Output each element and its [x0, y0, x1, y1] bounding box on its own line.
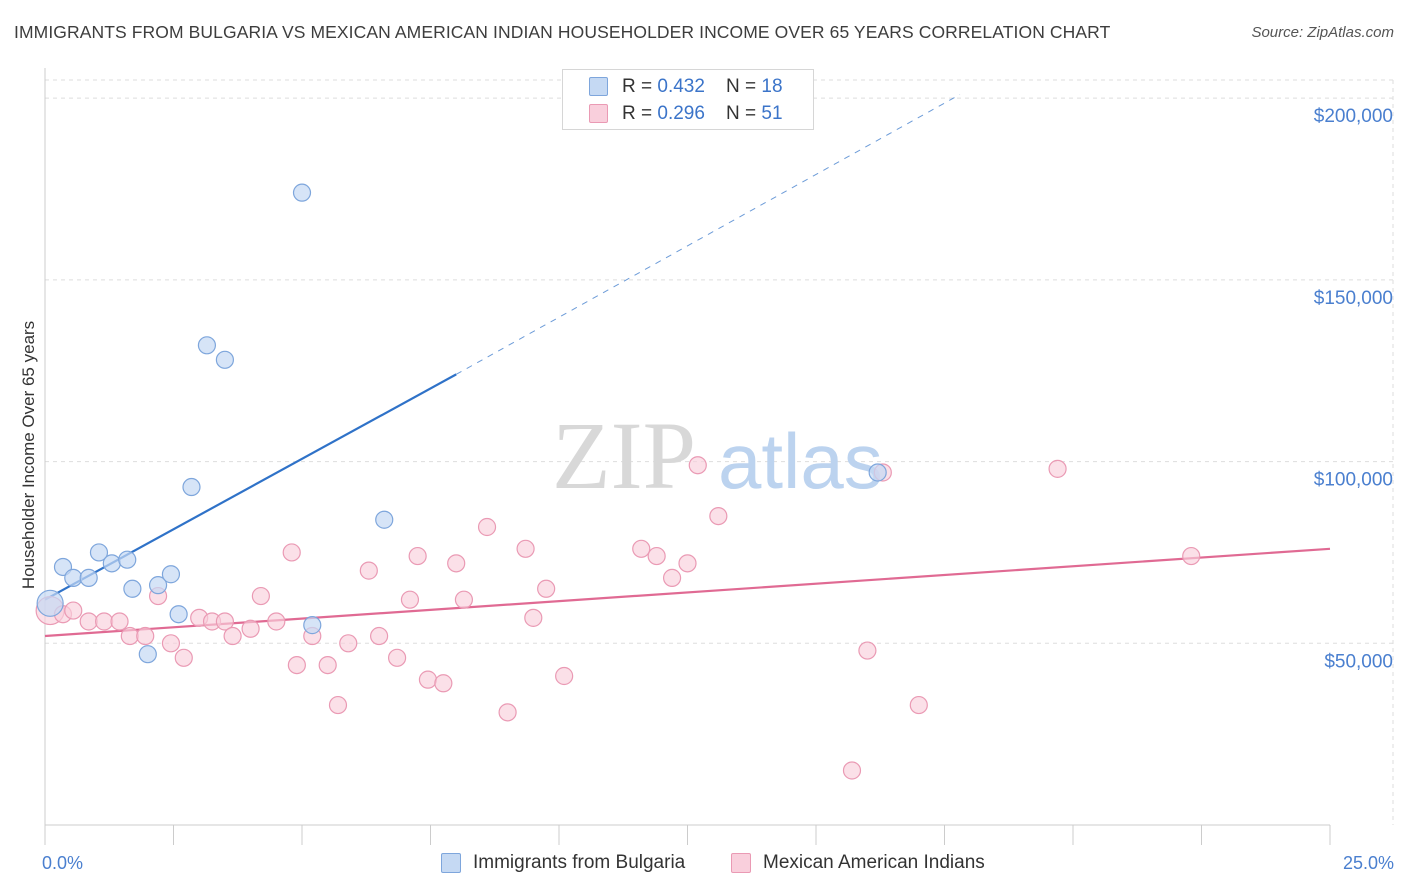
- data-point-bulgaria: [292, 183, 312, 202]
- data-point-mexican: [678, 554, 697, 573]
- data-point-mexican: [909, 695, 928, 715]
- y-tick-label: $50,000: [1324, 651, 1393, 672]
- trend-line-bulgaria-extension: [455, 94, 961, 375]
- data-point-mexican: [95, 612, 114, 631]
- data-point-mexican: [387, 648, 407, 667]
- data-point-mexican: [688, 456, 707, 475]
- data-point-mexican: [267, 612, 286, 631]
- legend-n-value: 18: [761, 76, 783, 97]
- data-point-mexican: [251, 586, 270, 606]
- legend-r-label: R =: [622, 103, 658, 124]
- data-point-mexican: [418, 670, 438, 689]
- data-point-mexican: [524, 608, 543, 627]
- data-point-bulgaria: [102, 554, 121, 573]
- bottom-legend-label: Mexican American Indians: [763, 852, 985, 873]
- data-point-bulgaria: [182, 477, 201, 497]
- data-point-mexican: [709, 506, 728, 526]
- series-immigrants-from-bulgaria: [36, 183, 887, 664]
- legend-n-value: 51: [761, 103, 783, 124]
- data-point-mexican: [359, 561, 378, 580]
- data-point-mexican: [408, 546, 427, 566]
- data-point-bulgaria: [79, 568, 98, 587]
- data-point-mexican: [223, 626, 242, 646]
- data-point-mexican: [1182, 546, 1201, 566]
- data-point-mexican: [516, 539, 535, 558]
- legend-swatch-pink: [589, 104, 608, 123]
- watermark: ZIP atlas: [552, 402, 883, 509]
- data-point-mexican: [161, 634, 181, 653]
- chart-title: IMMIGRANTS FROM BULGARIA VS MEXICAN AMER…: [14, 22, 1111, 42]
- data-point-mexican: [120, 626, 139, 646]
- data-point-mexican: [328, 695, 348, 715]
- data-point-mexican: [215, 612, 234, 631]
- data-point-bulgaria: [64, 568, 83, 587]
- data-point-mexican: [1048, 459, 1067, 478]
- bottom-legend-label: Immigrants from Bulgaria: [473, 852, 686, 873]
- y-axis-label: Householder Income Over 65 years: [19, 321, 38, 589]
- legend-r-label: R =: [622, 76, 658, 97]
- data-point-bulgaria: [303, 616, 322, 635]
- data-point-mexican: [318, 655, 337, 675]
- y-tick-label: $100,000: [1314, 470, 1393, 491]
- watermark-atlas: atlas: [718, 417, 883, 505]
- data-point-bulgaria: [36, 589, 64, 617]
- legend-r-value: 0.432: [657, 76, 705, 97]
- data-point-mexican: [136, 626, 155, 646]
- data-point-mexican: [632, 539, 651, 558]
- data-point-bulgaria: [868, 463, 887, 482]
- data-point-mexican: [477, 517, 497, 537]
- data-point-mexican: [447, 554, 466, 573]
- data-point-bulgaria: [118, 550, 137, 569]
- data-point-mexican: [110, 612, 129, 631]
- legend-r-value: 0.296: [657, 103, 705, 124]
- series-mexican-american-indians: [35, 456, 1201, 780]
- data-point-mexican: [537, 579, 556, 598]
- watermark-zip: ZIP: [552, 402, 696, 509]
- data-point-bulgaria: [161, 565, 181, 584]
- data-point-mexican: [647, 546, 666, 566]
- data-point-mexican: [842, 761, 862, 780]
- data-point-mexican: [339, 634, 358, 653]
- y-tick-label: $200,000: [1314, 106, 1393, 127]
- bottom-legend-swatch-blue: [441, 853, 461, 873]
- data-point-mexican: [370, 626, 389, 646]
- data-point-bulgaria: [375, 510, 394, 529]
- legend: R = 0.432 N = 18 R = 0.296 N = 51: [562, 69, 814, 130]
- data-point-mexican: [498, 703, 517, 722]
- x-tick-label-end: 25.0%: [1343, 853, 1394, 873]
- data-point-bulgaria: [123, 579, 142, 598]
- data-point-bulgaria: [169, 605, 188, 624]
- legend-text: R = 0.432 N = 18: [622, 76, 783, 98]
- data-point-mexican: [282, 543, 301, 562]
- x-tick-label-start: 0.0%: [42, 853, 83, 873]
- data-point-mexican: [241, 619, 260, 638]
- data-point-mexican: [454, 590, 474, 609]
- data-point-bulgaria: [215, 350, 234, 369]
- data-point-mexican: [858, 641, 877, 660]
- y-tick-label: $150,000: [1314, 288, 1393, 309]
- data-point-mexican: [287, 655, 306, 675]
- data-point-mexican: [555, 666, 574, 686]
- data-point-mexican: [434, 674, 453, 693]
- data-point-mexican: [662, 568, 682, 587]
- data-point-bulgaria: [138, 645, 157, 664]
- data-point-mexican: [174, 648, 193, 667]
- legend-n-label: N =: [726, 103, 762, 124]
- legend-text: R = 0.296 N = 51: [622, 103, 783, 125]
- data-point-mexican: [64, 601, 83, 620]
- data-point-mexican: [400, 590, 420, 609]
- source-note: Source: ZipAtlas.com: [1251, 24, 1394, 41]
- data-point-mexican: [79, 612, 98, 631]
- tick-labels: $50,000 $100,000 $150,000 $200,000 0.0% 25.0%: [42, 106, 1394, 873]
- legend-swatch-blue: [589, 77, 608, 96]
- data-point-bulgaria: [148, 576, 168, 595]
- legend-n-label: N =: [726, 76, 762, 97]
- axes: [44, 68, 1331, 845]
- bottom-legend-swatch-pink: [731, 853, 751, 873]
- trend-line-mexican: [44, 547, 1331, 638]
- data-point-bulgaria: [197, 336, 217, 355]
- data-point-bulgaria: [89, 543, 109, 562]
